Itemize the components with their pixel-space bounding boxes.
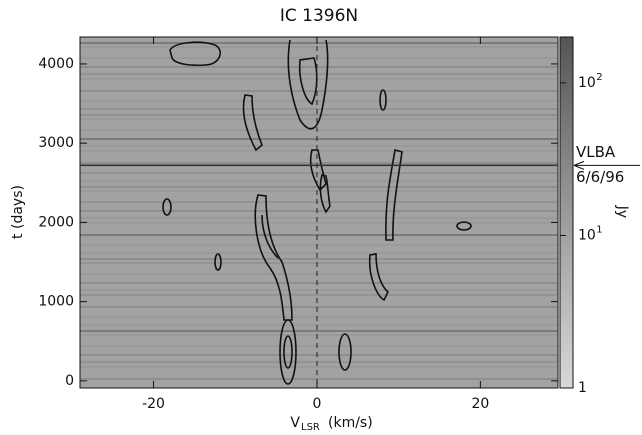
contours bbox=[162, 39, 472, 385]
contour bbox=[169, 41, 221, 67]
contour bbox=[379, 89, 387, 111]
contour bbox=[456, 221, 472, 231]
contour bbox=[385, 148, 403, 241]
colorbar bbox=[559, 36, 574, 389]
x-tick-label: -20 bbox=[142, 396, 165, 412]
contour bbox=[319, 174, 331, 214]
colorbar-tick-exponent: 1 bbox=[596, 224, 602, 235]
y-tick-label: 2000 bbox=[38, 214, 74, 230]
plot-background bbox=[80, 37, 558, 388]
contour bbox=[261, 214, 279, 259]
colorbar-tick-label: 10 bbox=[578, 227, 596, 243]
chart-title: IC 1396N bbox=[280, 6, 358, 26]
annotation-text: VLBA bbox=[576, 143, 616, 161]
contour bbox=[242, 94, 263, 152]
contour bbox=[338, 333, 352, 371]
x-axis-label-unit: (km/s) bbox=[328, 415, 373, 431]
y-tick-label: 4000 bbox=[38, 56, 74, 72]
contour bbox=[287, 39, 329, 130]
x-axis-label-subscript: LSR bbox=[301, 422, 320, 431]
contour bbox=[162, 198, 172, 216]
contour bbox=[368, 253, 389, 302]
contour bbox=[283, 335, 293, 369]
contour bbox=[254, 194, 293, 321]
x-tick-label: 20 bbox=[471, 396, 489, 412]
y-tick-label: 0 bbox=[65, 373, 74, 389]
x-tick-label: 0 bbox=[312, 396, 321, 412]
contour bbox=[214, 253, 222, 271]
colorbar-label: Jy bbox=[614, 205, 630, 218]
contour bbox=[298, 57, 318, 106]
annotation-text: 6/6/96 bbox=[576, 168, 624, 186]
colorbar-tick-label: 10 bbox=[578, 75, 596, 91]
x-axis-label: V bbox=[290, 415, 300, 431]
y-tick-label: 3000 bbox=[38, 135, 74, 151]
colorbar-tick-exponent: 2 bbox=[596, 72, 602, 83]
plot-frame bbox=[79, 36, 559, 389]
colorbar-tick-label: 1 bbox=[578, 380, 587, 396]
y-axis-label: t (days) bbox=[10, 185, 26, 239]
annotation-arrow bbox=[573, 160, 640, 170]
y-tick-label: 1000 bbox=[38, 294, 74, 310]
